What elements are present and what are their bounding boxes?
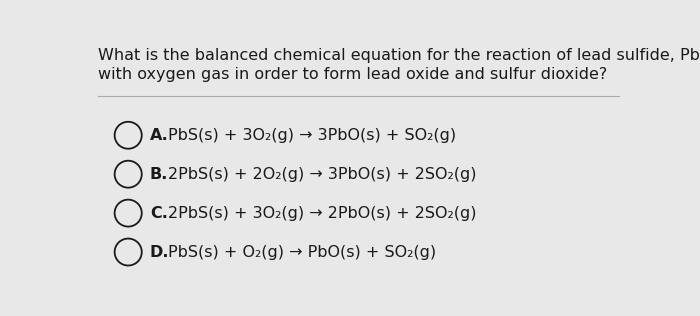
Text: with oxygen gas in order to form lead oxide and sulfur dioxide?: with oxygen gas in order to form lead ox… [98, 67, 608, 82]
Text: PbS(s) + O₂(g) → PbO(s) + SO₂(g): PbS(s) + O₂(g) → PbO(s) + SO₂(g) [168, 245, 436, 259]
Text: What is the balanced chemical equation for the reaction of lead sulfide, PbS,: What is the balanced chemical equation f… [98, 48, 700, 63]
Text: A.: A. [150, 128, 169, 143]
Text: B.: B. [150, 167, 168, 182]
Text: D.: D. [150, 245, 169, 259]
Text: C.: C. [150, 206, 168, 221]
Text: 2PbS(s) + 2O₂(g) → 3PbO(s) + 2SO₂(g): 2PbS(s) + 2O₂(g) → 3PbO(s) + 2SO₂(g) [168, 167, 476, 182]
Text: PbS(s) + 3O₂(g) → 3PbO(s) + SO₂(g): PbS(s) + 3O₂(g) → 3PbO(s) + SO₂(g) [168, 128, 456, 143]
Text: 2PbS(s) + 3O₂(g) → 2PbO(s) + 2SO₂(g): 2PbS(s) + 3O₂(g) → 2PbO(s) + 2SO₂(g) [168, 206, 476, 221]
